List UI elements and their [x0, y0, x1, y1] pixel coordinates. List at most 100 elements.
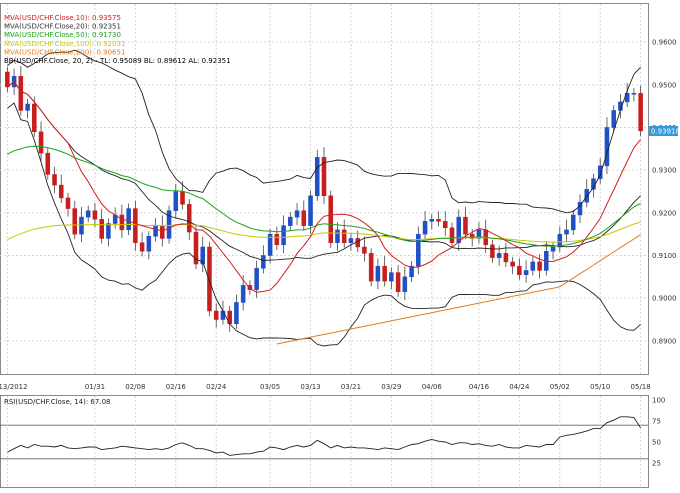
candle-body	[207, 246, 212, 312]
candle-body	[577, 201, 583, 216]
candle-body	[45, 152, 51, 175]
y-tick-label: 0.9600	[652, 39, 677, 47]
candle-body	[288, 216, 293, 226]
candle-body	[328, 195, 334, 243]
candle-body	[153, 225, 158, 237]
candle-body	[119, 214, 125, 231]
x-tick-label: 04/06	[422, 383, 443, 391]
candle-body	[436, 218, 441, 222]
candle-body	[402, 276, 408, 293]
candle-body	[564, 229, 569, 235]
rsi-tick-label: 50	[652, 439, 661, 447]
candle-body	[631, 93, 637, 95]
candle-body	[395, 272, 401, 293]
y-tick-label: 0.8900	[652, 337, 677, 345]
candle-body	[193, 231, 199, 265]
candle-body	[341, 229, 347, 243]
rsi-tick-label: 25	[652, 460, 661, 468]
candle-body	[362, 246, 367, 254]
y-tick-label: 0.9300	[652, 167, 677, 175]
rsi-tick-label: 75	[652, 418, 661, 426]
candle-body	[180, 191, 185, 205]
x-tick-label: 02/16	[166, 383, 187, 391]
candle-body	[173, 191, 179, 211]
x-tick-label: 03/13	[300, 383, 320, 391]
candle-body	[58, 184, 64, 199]
candle-body	[254, 268, 259, 290]
candle-body	[126, 208, 131, 231]
candle-body	[200, 246, 206, 265]
candle-body	[321, 157, 327, 197]
candle-body	[166, 210, 172, 239]
candle-body	[72, 208, 78, 235]
y-tick-label: 0.9200	[652, 209, 677, 217]
legend-entry: BB(USD/CHF.Close, 20, 2) - TL: 0.95089 B…	[4, 57, 231, 65]
candle-body	[496, 253, 502, 258]
y-tick-label: 0.9500	[652, 81, 677, 89]
candle-body	[530, 261, 536, 271]
candle-body	[133, 208, 138, 243]
candle-body	[422, 221, 428, 235]
candle-body	[389, 272, 394, 282]
rsi-line	[7, 416, 641, 456]
candle-body	[597, 165, 603, 179]
candle-body	[510, 261, 515, 267]
candle-body	[611, 110, 616, 128]
candle-body	[32, 103, 37, 133]
ma200-line	[276, 234, 641, 345]
candle-body	[409, 265, 414, 278]
x-tick-label: 02/08	[125, 383, 145, 391]
candle-body	[537, 261, 542, 271]
rsi-frame	[0, 395, 649, 488]
candle-body	[429, 218, 435, 222]
candle-body	[261, 255, 266, 269]
candle-body	[92, 210, 98, 220]
candle-body	[106, 223, 111, 239]
candle-body	[85, 210, 91, 218]
candle-body	[38, 131, 44, 154]
x-tick-label: 03/05	[260, 383, 280, 391]
y-tick-label: 0.9100	[652, 252, 677, 260]
candle-body	[382, 265, 387, 282]
candle-body	[18, 76, 24, 111]
candle-body	[65, 197, 71, 209]
candle-body	[604, 127, 610, 167]
last-price-tag	[649, 125, 678, 136]
candle-body	[213, 310, 219, 320]
candle-body	[52, 174, 57, 186]
last-price-label: 0.93918	[651, 127, 680, 135]
x-tick-label: 04/24	[509, 383, 530, 391]
candle-body	[557, 233, 563, 248]
candle-body	[550, 246, 556, 252]
ma100-line	[7, 221, 641, 243]
x-tick-label: 01/31	[85, 383, 105, 391]
candle-body	[294, 210, 300, 218]
candle-body	[240, 285, 246, 303]
candle-body	[160, 225, 165, 239]
legend-entry: MVA(USD/CHF.Close,20): 0.92351	[4, 23, 121, 31]
legend-entry: MVA(USD/CHF.Close,50): 0.91730	[4, 31, 121, 39]
candle-body	[442, 221, 448, 229]
candle-body	[281, 225, 286, 246]
candle-body	[490, 244, 495, 258]
candle-body	[375, 265, 381, 282]
rsi-legend: RSI(USD/CHF.Close, 14): 67.08	[4, 398, 110, 406]
rsi-tick-label: 100	[652, 397, 665, 405]
x-tick-label: 05/02	[550, 383, 570, 391]
candle-body	[301, 210, 307, 226]
candle-body	[247, 285, 253, 290]
bollinger-upper-line	[7, 49, 641, 214]
x-tick-label: 01/13/2012	[0, 383, 28, 391]
x-tick-label: 02/24	[206, 383, 227, 391]
x-tick-label: 04/16	[469, 383, 490, 391]
ma10-line	[7, 80, 641, 293]
candle-body	[463, 216, 468, 235]
ma50-line	[7, 145, 641, 247]
x-tick-label: 05/18	[631, 383, 651, 391]
x-tick-label: 03/21	[341, 383, 361, 391]
candle-body	[308, 195, 313, 226]
y-tick-label: 0.9000	[652, 295, 677, 303]
candle-body	[99, 218, 104, 239]
